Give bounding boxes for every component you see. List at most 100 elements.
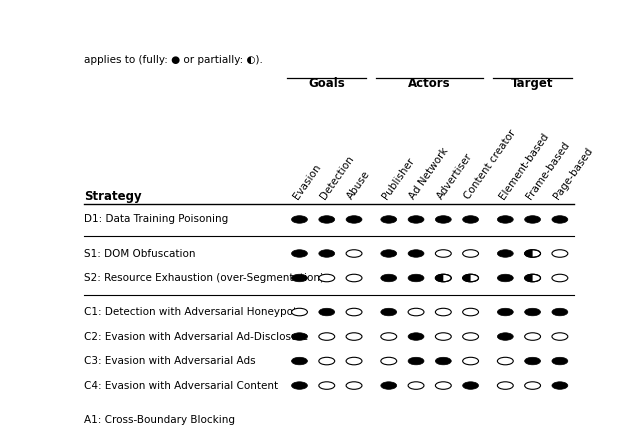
Ellipse shape bbox=[292, 216, 307, 223]
Text: Detection: Detection bbox=[319, 154, 356, 201]
Ellipse shape bbox=[525, 382, 541, 389]
Ellipse shape bbox=[435, 250, 451, 257]
Text: Ad Network: Ad Network bbox=[408, 146, 451, 201]
Ellipse shape bbox=[463, 250, 479, 257]
Ellipse shape bbox=[319, 382, 335, 389]
Ellipse shape bbox=[346, 308, 362, 316]
Ellipse shape bbox=[525, 250, 541, 257]
Ellipse shape bbox=[346, 333, 362, 340]
Ellipse shape bbox=[346, 274, 362, 282]
Ellipse shape bbox=[552, 274, 568, 282]
Ellipse shape bbox=[319, 274, 335, 282]
Ellipse shape bbox=[552, 308, 568, 316]
Ellipse shape bbox=[497, 216, 513, 223]
Ellipse shape bbox=[346, 357, 362, 365]
Ellipse shape bbox=[408, 357, 424, 365]
Ellipse shape bbox=[292, 250, 307, 257]
Ellipse shape bbox=[292, 357, 307, 365]
Text: applies to (fully: ● or partially: ◐).: applies to (fully: ● or partially: ◐). bbox=[84, 55, 263, 65]
Ellipse shape bbox=[435, 308, 451, 316]
Ellipse shape bbox=[346, 216, 362, 223]
Ellipse shape bbox=[463, 308, 479, 316]
Ellipse shape bbox=[552, 333, 568, 340]
Text: Content creator: Content creator bbox=[463, 128, 518, 201]
Text: Page-based: Page-based bbox=[552, 146, 595, 201]
Polygon shape bbox=[525, 274, 532, 282]
Ellipse shape bbox=[319, 250, 335, 257]
Ellipse shape bbox=[525, 274, 541, 282]
Ellipse shape bbox=[463, 216, 479, 223]
Ellipse shape bbox=[497, 416, 513, 423]
Ellipse shape bbox=[435, 216, 451, 223]
Ellipse shape bbox=[408, 250, 424, 257]
Ellipse shape bbox=[381, 250, 397, 257]
Text: Evasion: Evasion bbox=[291, 162, 323, 201]
Ellipse shape bbox=[497, 382, 513, 389]
Text: C1: Detection with Adversarial Honeypots: C1: Detection with Adversarial Honeypots bbox=[84, 307, 303, 317]
Ellipse shape bbox=[463, 333, 479, 340]
Text: C2: Evasion with Adversarial Ad-Disclosure: C2: Evasion with Adversarial Ad-Disclosu… bbox=[84, 332, 308, 342]
Ellipse shape bbox=[381, 308, 397, 316]
Polygon shape bbox=[525, 250, 532, 257]
Ellipse shape bbox=[381, 274, 397, 282]
Ellipse shape bbox=[408, 216, 424, 223]
Ellipse shape bbox=[497, 333, 513, 340]
Ellipse shape bbox=[346, 382, 362, 389]
Ellipse shape bbox=[463, 416, 479, 423]
Text: Goals: Goals bbox=[308, 77, 345, 90]
Ellipse shape bbox=[408, 333, 424, 340]
Text: Actors: Actors bbox=[408, 77, 451, 90]
Ellipse shape bbox=[381, 416, 397, 423]
Polygon shape bbox=[463, 274, 470, 282]
Ellipse shape bbox=[435, 382, 451, 389]
Ellipse shape bbox=[381, 357, 397, 365]
Text: C4: Evasion with Adversarial Content: C4: Evasion with Adversarial Content bbox=[84, 381, 278, 391]
Ellipse shape bbox=[292, 416, 307, 423]
Ellipse shape bbox=[525, 333, 541, 340]
Ellipse shape bbox=[463, 382, 479, 389]
Ellipse shape bbox=[525, 216, 541, 223]
Ellipse shape bbox=[552, 216, 568, 223]
Ellipse shape bbox=[525, 416, 541, 423]
Text: Advertiser: Advertiser bbox=[435, 151, 474, 201]
Ellipse shape bbox=[497, 274, 513, 282]
Text: A1: Cross-Boundary Blocking: A1: Cross-Boundary Blocking bbox=[84, 415, 235, 425]
Text: Frame-based: Frame-based bbox=[524, 140, 572, 201]
Ellipse shape bbox=[525, 357, 541, 365]
Ellipse shape bbox=[552, 382, 568, 389]
Text: S2: Resource Exhaustion (over-Segmentation): S2: Resource Exhaustion (over-Segmentati… bbox=[84, 273, 324, 283]
Ellipse shape bbox=[497, 357, 513, 365]
Ellipse shape bbox=[408, 308, 424, 316]
Text: S1: DOM Obfuscation: S1: DOM Obfuscation bbox=[84, 248, 195, 259]
Ellipse shape bbox=[408, 274, 424, 282]
Ellipse shape bbox=[435, 357, 451, 365]
Ellipse shape bbox=[381, 382, 397, 389]
Ellipse shape bbox=[346, 416, 362, 423]
Ellipse shape bbox=[408, 416, 424, 423]
Ellipse shape bbox=[435, 333, 451, 340]
Ellipse shape bbox=[381, 333, 397, 340]
Text: Element-based: Element-based bbox=[497, 131, 550, 201]
Text: Abuse: Abuse bbox=[346, 169, 372, 201]
Ellipse shape bbox=[408, 382, 424, 389]
Ellipse shape bbox=[292, 382, 307, 389]
Ellipse shape bbox=[292, 333, 307, 340]
Ellipse shape bbox=[552, 357, 568, 365]
Ellipse shape bbox=[319, 357, 335, 365]
Text: D1: Data Training Poisoning: D1: Data Training Poisoning bbox=[84, 214, 228, 225]
Ellipse shape bbox=[319, 333, 335, 340]
Ellipse shape bbox=[319, 308, 335, 316]
Ellipse shape bbox=[552, 250, 568, 257]
Ellipse shape bbox=[463, 274, 479, 282]
Polygon shape bbox=[435, 274, 444, 282]
Ellipse shape bbox=[435, 274, 451, 282]
Text: C3: Evasion with Adversarial Ads: C3: Evasion with Adversarial Ads bbox=[84, 356, 255, 366]
Ellipse shape bbox=[463, 357, 479, 365]
Ellipse shape bbox=[381, 216, 397, 223]
Ellipse shape bbox=[319, 216, 335, 223]
Ellipse shape bbox=[525, 308, 541, 316]
Ellipse shape bbox=[292, 308, 307, 316]
Text: Target: Target bbox=[511, 77, 554, 90]
Ellipse shape bbox=[346, 250, 362, 257]
Ellipse shape bbox=[319, 416, 335, 423]
